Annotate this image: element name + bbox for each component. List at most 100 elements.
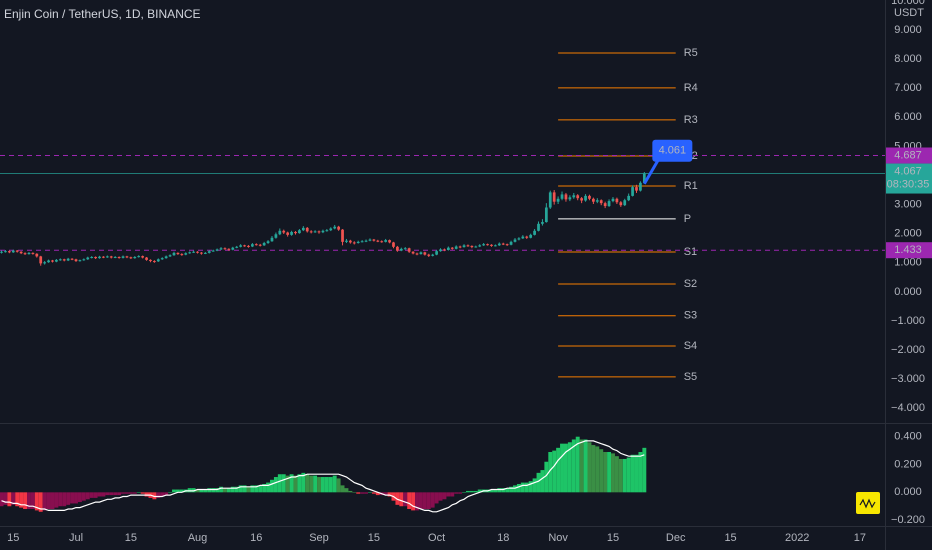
- candle-body: [7, 251, 11, 253]
- histogram-bar: [567, 442, 572, 493]
- candle-body: [39, 256, 43, 264]
- histogram-bar: [618, 458, 623, 493]
- candle-body: [55, 259, 58, 262]
- histogram-bar: [309, 475, 314, 493]
- histogram-bar: [418, 492, 423, 510]
- candle-body: [341, 229, 344, 242]
- badge-icon: [859, 498, 876, 509]
- histogram-bar: [81, 492, 86, 501]
- histogram-bar: [548, 452, 553, 493]
- histogram-bar: [226, 488, 231, 493]
- histogram-bar: [591, 445, 596, 493]
- candle-body: [443, 249, 446, 251]
- candle-body: [278, 230, 282, 235]
- histogram-bar: [634, 454, 639, 493]
- histogram-bar: [66, 492, 71, 505]
- histogram-bar: [403, 492, 408, 507]
- histogram-bar: [356, 492, 361, 494]
- histogram-bar: [258, 485, 263, 493]
- indicator-tick-label: −0.200: [891, 514, 925, 526]
- y-tick-label: −2.000: [891, 344, 925, 356]
- histogram-bar: [313, 475, 318, 493]
- histogram-bar: [544, 461, 549, 493]
- histogram-bar: [469, 490, 474, 493]
- candle-body: [196, 251, 199, 253]
- pivot-label: S1: [684, 246, 697, 258]
- candle-body: [82, 259, 86, 261]
- indicator-badge[interactable]: [856, 492, 880, 514]
- last-price-label: 4.067: [894, 165, 922, 177]
- candle-body: [78, 260, 82, 262]
- histogram-bar: [211, 488, 216, 493]
- candle-body: [446, 247, 450, 250]
- histogram-bar: [614, 456, 619, 493]
- indicator-tick-label: 0.400: [894, 431, 922, 443]
- candle-body: [66, 258, 70, 261]
- candle-body: [192, 251, 195, 253]
- histogram-bar: [285, 475, 290, 493]
- candle-body: [329, 228, 333, 231]
- candle-body: [541, 222, 544, 224]
- indicator-tick-label: 0.000: [894, 486, 922, 498]
- candle-body: [211, 250, 215, 252]
- histogram-bar: [524, 482, 529, 493]
- x-tick-label: Nov: [548, 532, 568, 544]
- x-tick-label: Sep: [309, 532, 329, 544]
- candle-body: [305, 227, 309, 232]
- histogram-bar: [132, 492, 137, 494]
- candle-body: [552, 192, 556, 202]
- histogram-bar: [242, 485, 247, 493]
- candle-body: [43, 262, 47, 264]
- y-tick-label: −4.000: [891, 402, 925, 414]
- indicator-tick-label: 0.200: [894, 458, 922, 470]
- candle-body: [556, 198, 560, 202]
- candle-body: [62, 259, 66, 261]
- candle-body: [172, 252, 176, 256]
- candle-body: [109, 256, 113, 258]
- candle-body: [219, 248, 223, 250]
- candle-body: [31, 252, 35, 254]
- histogram-bar: [160, 492, 165, 497]
- y-tick-label: 0.000: [894, 286, 922, 298]
- histogram-bar: [528, 481, 533, 493]
- candle-body: [160, 258, 164, 260]
- histogram-bar: [352, 492, 357, 493]
- candle-body: [388, 240, 391, 243]
- histogram-bar: [571, 439, 576, 493]
- candle-body: [203, 252, 207, 254]
- histogram-bar: [152, 492, 157, 500]
- histogram-bar: [599, 449, 604, 493]
- histogram-bar: [434, 492, 439, 504]
- candle-body: [392, 242, 395, 247]
- y-tick-label: 6.000: [894, 111, 922, 123]
- candle-body: [505, 244, 509, 246]
- candle-body: [348, 240, 352, 243]
- histogram-bar: [536, 472, 541, 493]
- histogram-bar: [101, 492, 106, 497]
- price-note-box: [652, 139, 693, 162]
- histogram-bar: [450, 492, 455, 497]
- histogram-bar: [11, 492, 16, 505]
- candle-body: [266, 241, 270, 244]
- x-tick-label: 15: [368, 532, 380, 544]
- histogram-bar: [238, 485, 243, 493]
- histogram-bar: [144, 492, 149, 497]
- candle-body: [470, 245, 474, 248]
- histogram-bar: [587, 442, 592, 493]
- candle-body: [435, 251, 438, 255]
- candle-body: [286, 232, 290, 235]
- candle-body: [141, 256, 145, 258]
- histogram-bar: [97, 492, 102, 497]
- x-tick-label: Jul: [69, 532, 83, 544]
- histogram-bar: [438, 492, 443, 501]
- histogram-bar: [38, 492, 43, 512]
- histogram-bar: [30, 492, 35, 510]
- candle-body: [313, 231, 317, 233]
- candle-body: [501, 243, 505, 245]
- histogram-bar: [175, 489, 180, 493]
- histogram-bar: [348, 490, 353, 493]
- histogram-bar: [442, 492, 447, 500]
- x-tick-label: 18: [497, 532, 509, 544]
- histogram-bar: [207, 488, 212, 493]
- candle-body: [529, 234, 533, 238]
